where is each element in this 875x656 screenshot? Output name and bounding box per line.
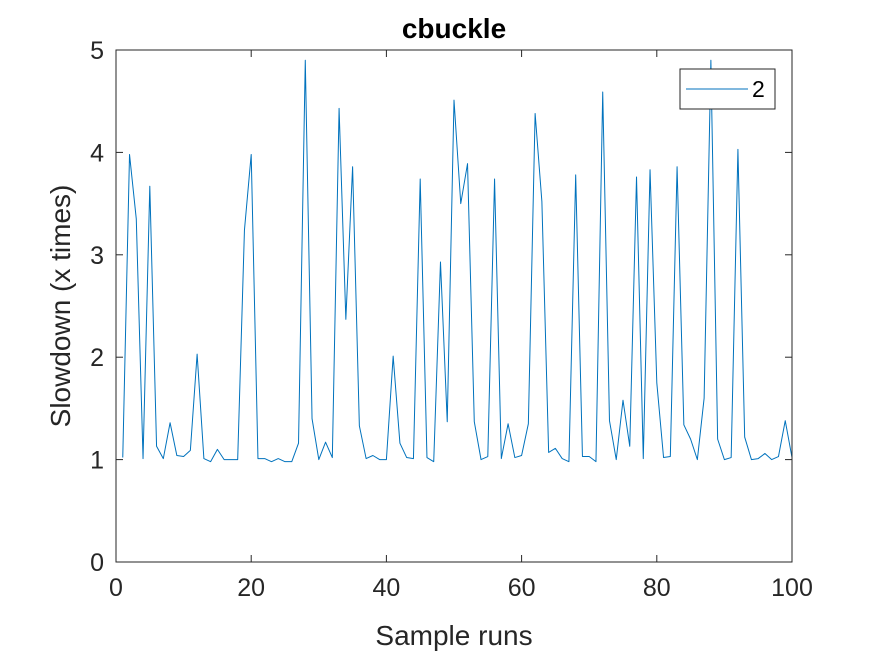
x-tick-label: 0 [109, 574, 123, 602]
series-line-2 [122, 59, 793, 463]
x-tick-label: 100 [771, 574, 813, 602]
y-axis-label: Slowdown (x times) [45, 185, 76, 428]
x-axis-label: Sample runs [375, 620, 532, 651]
chart-title: cbuckle [402, 13, 506, 44]
legend: 2 [679, 68, 776, 110]
x-tick-label: 60 [508, 574, 536, 602]
plot-box [115, 49, 793, 563]
y-tick-label: 5 [90, 37, 104, 65]
y-tick-label: 3 [90, 242, 104, 270]
y-tick-label: 2 [90, 344, 104, 372]
axis-ticks: 0 20 40 60 80 100 0 1 2 3 4 5 [90, 37, 813, 602]
x-tick-label: 40 [372, 574, 400, 602]
y-tick-label: 0 [90, 549, 104, 577]
legend-entry-label: 2 [752, 76, 765, 102]
y-tick-label: 4 [90, 139, 104, 167]
series-lines [122, 59, 793, 463]
x-tick-label: 20 [237, 574, 265, 602]
plot-area [116, 50, 792, 562]
y-tick-label: 1 [90, 447, 104, 475]
x-tick-label: 80 [643, 574, 671, 602]
